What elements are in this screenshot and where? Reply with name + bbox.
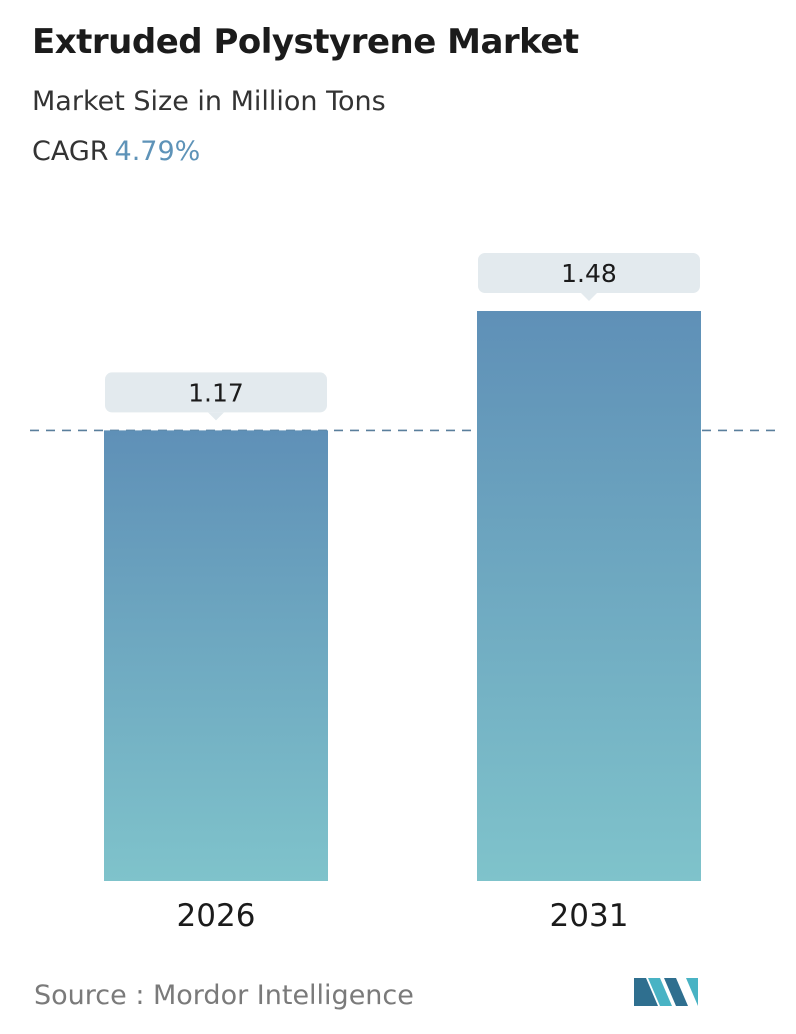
source-credit: Source : Mordor Intelligence [34,980,414,1011]
bar-2031 [477,311,701,881]
value-label-pointer-2026 [208,412,224,421]
chart-subtitle: Market Size in Million Tons [32,86,386,117]
cagr-line: CAGR 4.79% [32,136,200,167]
category-label-2031: 2031 [550,898,629,934]
mordor-logo-icon [634,978,698,1006]
value-label-box-2026 [105,372,327,413]
data-label-2031: 1.48 [561,259,617,288]
category-label-2026: 2026 [177,898,256,934]
data-label-2026: 1.17 [188,378,244,407]
cagr-value: 4.79% [114,136,201,167]
chart-title: Extruded Polystyrene Market [32,22,579,62]
bar-2026 [104,430,328,881]
cagr-label: CAGR [32,136,109,167]
value-label-pointer-2031 [581,293,597,301]
value-label-box-2031 [478,253,700,293]
